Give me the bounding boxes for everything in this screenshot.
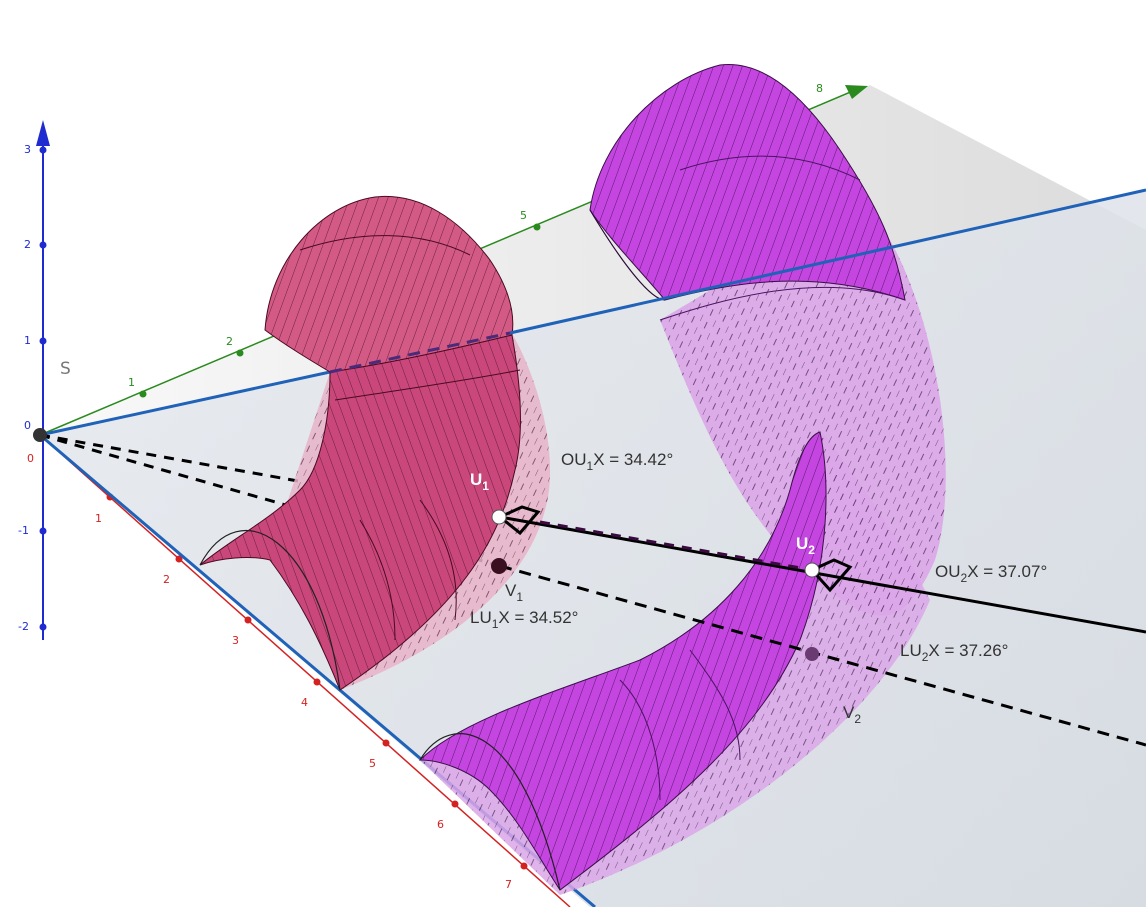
z-axis[interactable]: 3 2 1 0 -1 -2 0 <box>18 120 50 640</box>
origin-point[interactable] <box>33 428 47 442</box>
x-tick-1: 1 <box>95 512 102 525</box>
angle-ou2x-label: OU2X = 37.07° <box>935 562 1047 585</box>
x-tick-4: 4 <box>301 696 308 709</box>
tube-surface-2[interactable] <box>418 63 946 895</box>
z-tick-2: 2 <box>24 238 31 251</box>
y-tick-5: 5 <box>520 209 527 222</box>
x-tick-2: 2 <box>163 573 170 586</box>
label-v1: V1 <box>505 581 523 604</box>
origin-label: 0 <box>27 452 34 465</box>
tube-surface-1[interactable] <box>199 195 551 691</box>
angle-ou1x-label: OU1X = 34.42° <box>561 450 673 473</box>
plane-edge-upper-right <box>509 188 1146 335</box>
y-tick-2: 2 <box>226 335 233 348</box>
plane-edge-upper <box>39 370 331 437</box>
ray-lu-dashed[interactable] <box>499 564 1146 747</box>
plane-edge-hidden <box>329 331 511 374</box>
x-tick-3: 3 <box>232 634 239 647</box>
label-v2: V2 <box>843 703 861 726</box>
plane-s-label: S <box>60 359 71 379</box>
label-u1: U1 <box>470 470 489 493</box>
x-tick-5: 5 <box>369 757 376 770</box>
z-tick-1: 1 <box>24 334 31 347</box>
point-u1[interactable] <box>491 509 507 525</box>
ray-ou1-dashed <box>39 433 501 519</box>
point-v2[interactable] <box>805 647 819 661</box>
x-tick-7: 7 <box>505 878 512 891</box>
z-tick-0: 0 <box>24 419 31 432</box>
x-tick-6: 6 <box>437 818 444 831</box>
z-tick-3: 3 <box>24 143 31 156</box>
angle-mark-ou1x[interactable] <box>497 505 541 536</box>
y-tick-1: 1 <box>128 376 135 389</box>
ray-ou-solid[interactable] <box>499 515 1146 634</box>
angle-lu2x-label: LU2X = 37.26° <box>900 641 1008 664</box>
angle-mark-ou2x[interactable] <box>809 558 853 593</box>
y-tick-8: 8 <box>816 82 823 95</box>
z-tick-neg2: -2 <box>18 620 29 633</box>
angle-lu1x-label: LU1X = 34.52° <box>470 608 578 631</box>
z-tick-neg1: -1 <box>18 524 29 537</box>
label-u2: U2 <box>796 534 815 557</box>
point-u2[interactable] <box>804 562 820 578</box>
point-v1[interactable] <box>491 558 507 574</box>
